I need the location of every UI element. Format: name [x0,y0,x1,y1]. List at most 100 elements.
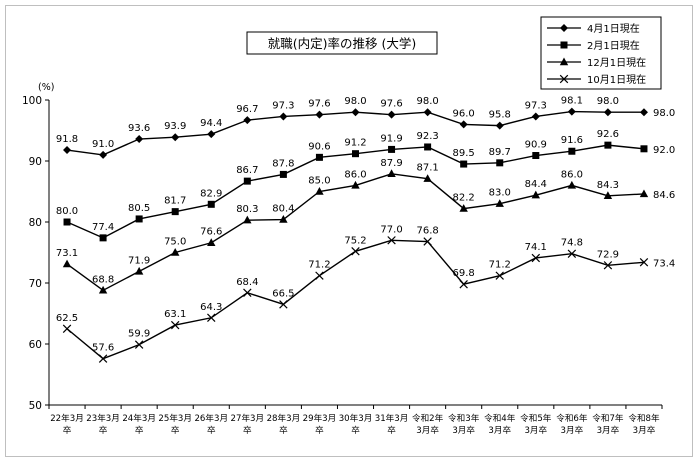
data-label: 71.9 [128,255,150,266]
data-point [62,259,72,268]
legend: 4月1日現在 2月1日現在 12月1日現在 10月1日現在 [540,16,662,90]
y-axis-label: (%) [38,82,54,93]
data-point [531,190,540,199]
x-tick-label: 令和5年 [520,412,552,424]
x-tick-label: 令和6年 [556,412,588,424]
y-tick-label: 70 [29,278,42,290]
data-label: 80.5 [128,203,150,214]
data-label: 74.1 [525,242,547,253]
data-label: 71.2 [308,260,330,271]
data-label: 89.5 [453,148,475,159]
x-tick-label: 26年3月 [194,412,228,424]
data-point [315,110,324,119]
data-label: 91.0 [92,139,114,150]
chart-title-border [246,31,438,55]
data-point [134,340,144,349]
data-label: 82.9 [200,188,222,199]
data-label: 72.9 [597,249,619,260]
data-label: 91.6 [561,135,583,146]
data-point [603,108,612,117]
data-point [495,199,504,207]
data-point [351,180,360,189]
data-point [63,218,71,226]
data-label: 69.8 [453,268,475,279]
x-tick-label: 30年3月 [339,412,373,424]
chart-title: 就職(内定)率の推移 (大学) [268,36,416,51]
data-label: 77.0 [380,224,402,235]
data-point [495,271,504,280]
data-label: 75.0 [164,237,186,248]
series-2: 80.0 77.4 80.5 81.7 82.9 86.7 87.8 90.6 91.2 91.9… [56,129,675,242]
y-tick-label: 90 [29,156,42,168]
legend-item: 4月1日現在 [547,23,640,35]
series-line [66,144,645,239]
data-point [423,237,432,246]
data-label: 74.8 [561,238,583,249]
data-point [279,300,288,309]
data-point [279,112,288,121]
data-label: 77.4 [92,222,114,233]
data-label: 95.8 [489,110,511,121]
axes: 506070809010022年3月卒23年3月卒24年3月卒25年3月卒26年… [22,95,663,436]
legend-marker [559,74,569,84]
data-label: 76.8 [416,226,438,237]
x-tick-label-line2: 3月卒 [416,424,439,436]
data-label: 84.6 [653,190,675,201]
data-point [63,146,72,155]
data-label: 68.4 [236,277,258,288]
x-tick-label-line2: 卒 [315,424,324,436]
data-point [459,204,468,212]
data-point [315,271,324,280]
data-label: 91.9 [380,133,402,144]
data-label: 81.7 [164,196,186,207]
data-point [171,208,179,216]
data-point [171,133,180,142]
data-point [568,147,576,155]
series-line [66,239,645,360]
data-point [135,135,144,144]
x-tick-label: 23年3月 [86,412,120,424]
data-label: 87.8 [272,158,294,169]
y-tick-label: 50 [29,400,42,412]
legend-label: 10月1日現在 [587,74,646,86]
data-label: 97.3 [525,100,547,111]
x-tick-label-line2: 卒 [243,424,252,436]
data-point [387,169,396,178]
data-label: 84.3 [597,180,619,191]
series-3: 73.1 68.8 71.9 75.0 76.6 80.3 80.4 85.0 86.0 87.9… [56,158,675,294]
series-line [66,173,645,292]
data-label: 87.1 [416,163,438,174]
data-point [351,108,360,117]
data-label: 63.1 [164,309,186,320]
legend-label: 12月1日現在 [587,57,646,69]
data-point [171,248,180,256]
data-label: 98.0 [344,96,366,107]
data-point [423,108,432,117]
data-label: 94.4 [200,118,222,129]
data-label: 59.9 [128,329,150,340]
data-point [134,266,144,275]
data-point [207,238,216,246]
data-label: 57.6 [92,343,114,354]
data-label: 97.6 [380,99,402,110]
x-tick-label-line2: 卒 [351,424,360,436]
series-1: 91.8 91.0 93.6 93.9 94.4 96.7 97.3 97.6 98.0 97.6… [56,96,675,159]
data-point [315,153,323,161]
x-tick-label: 29年3月 [303,412,337,424]
data-label: 80.4 [272,204,294,215]
data-point [639,258,649,267]
y-tick-label: 60 [29,339,42,351]
data-point [532,152,540,160]
data-point [423,174,432,182]
x-tick-label: 令和8年 [628,412,660,424]
legend-marker [560,41,568,49]
series-4: 62.5 57.6 59.9 63.1 64.3 68.4 66.5 71.2 75.2 77.0… [56,224,675,363]
data-point [639,189,649,198]
data-label: 86.0 [344,169,366,180]
legend-item: 2月1日現在 [547,40,640,52]
data-label: 85.0 [308,176,330,187]
data-point [243,116,252,125]
x-tick-label-line2: 3月卒 [633,424,656,436]
data-point [99,234,107,242]
data-label: 71.2 [489,260,511,271]
